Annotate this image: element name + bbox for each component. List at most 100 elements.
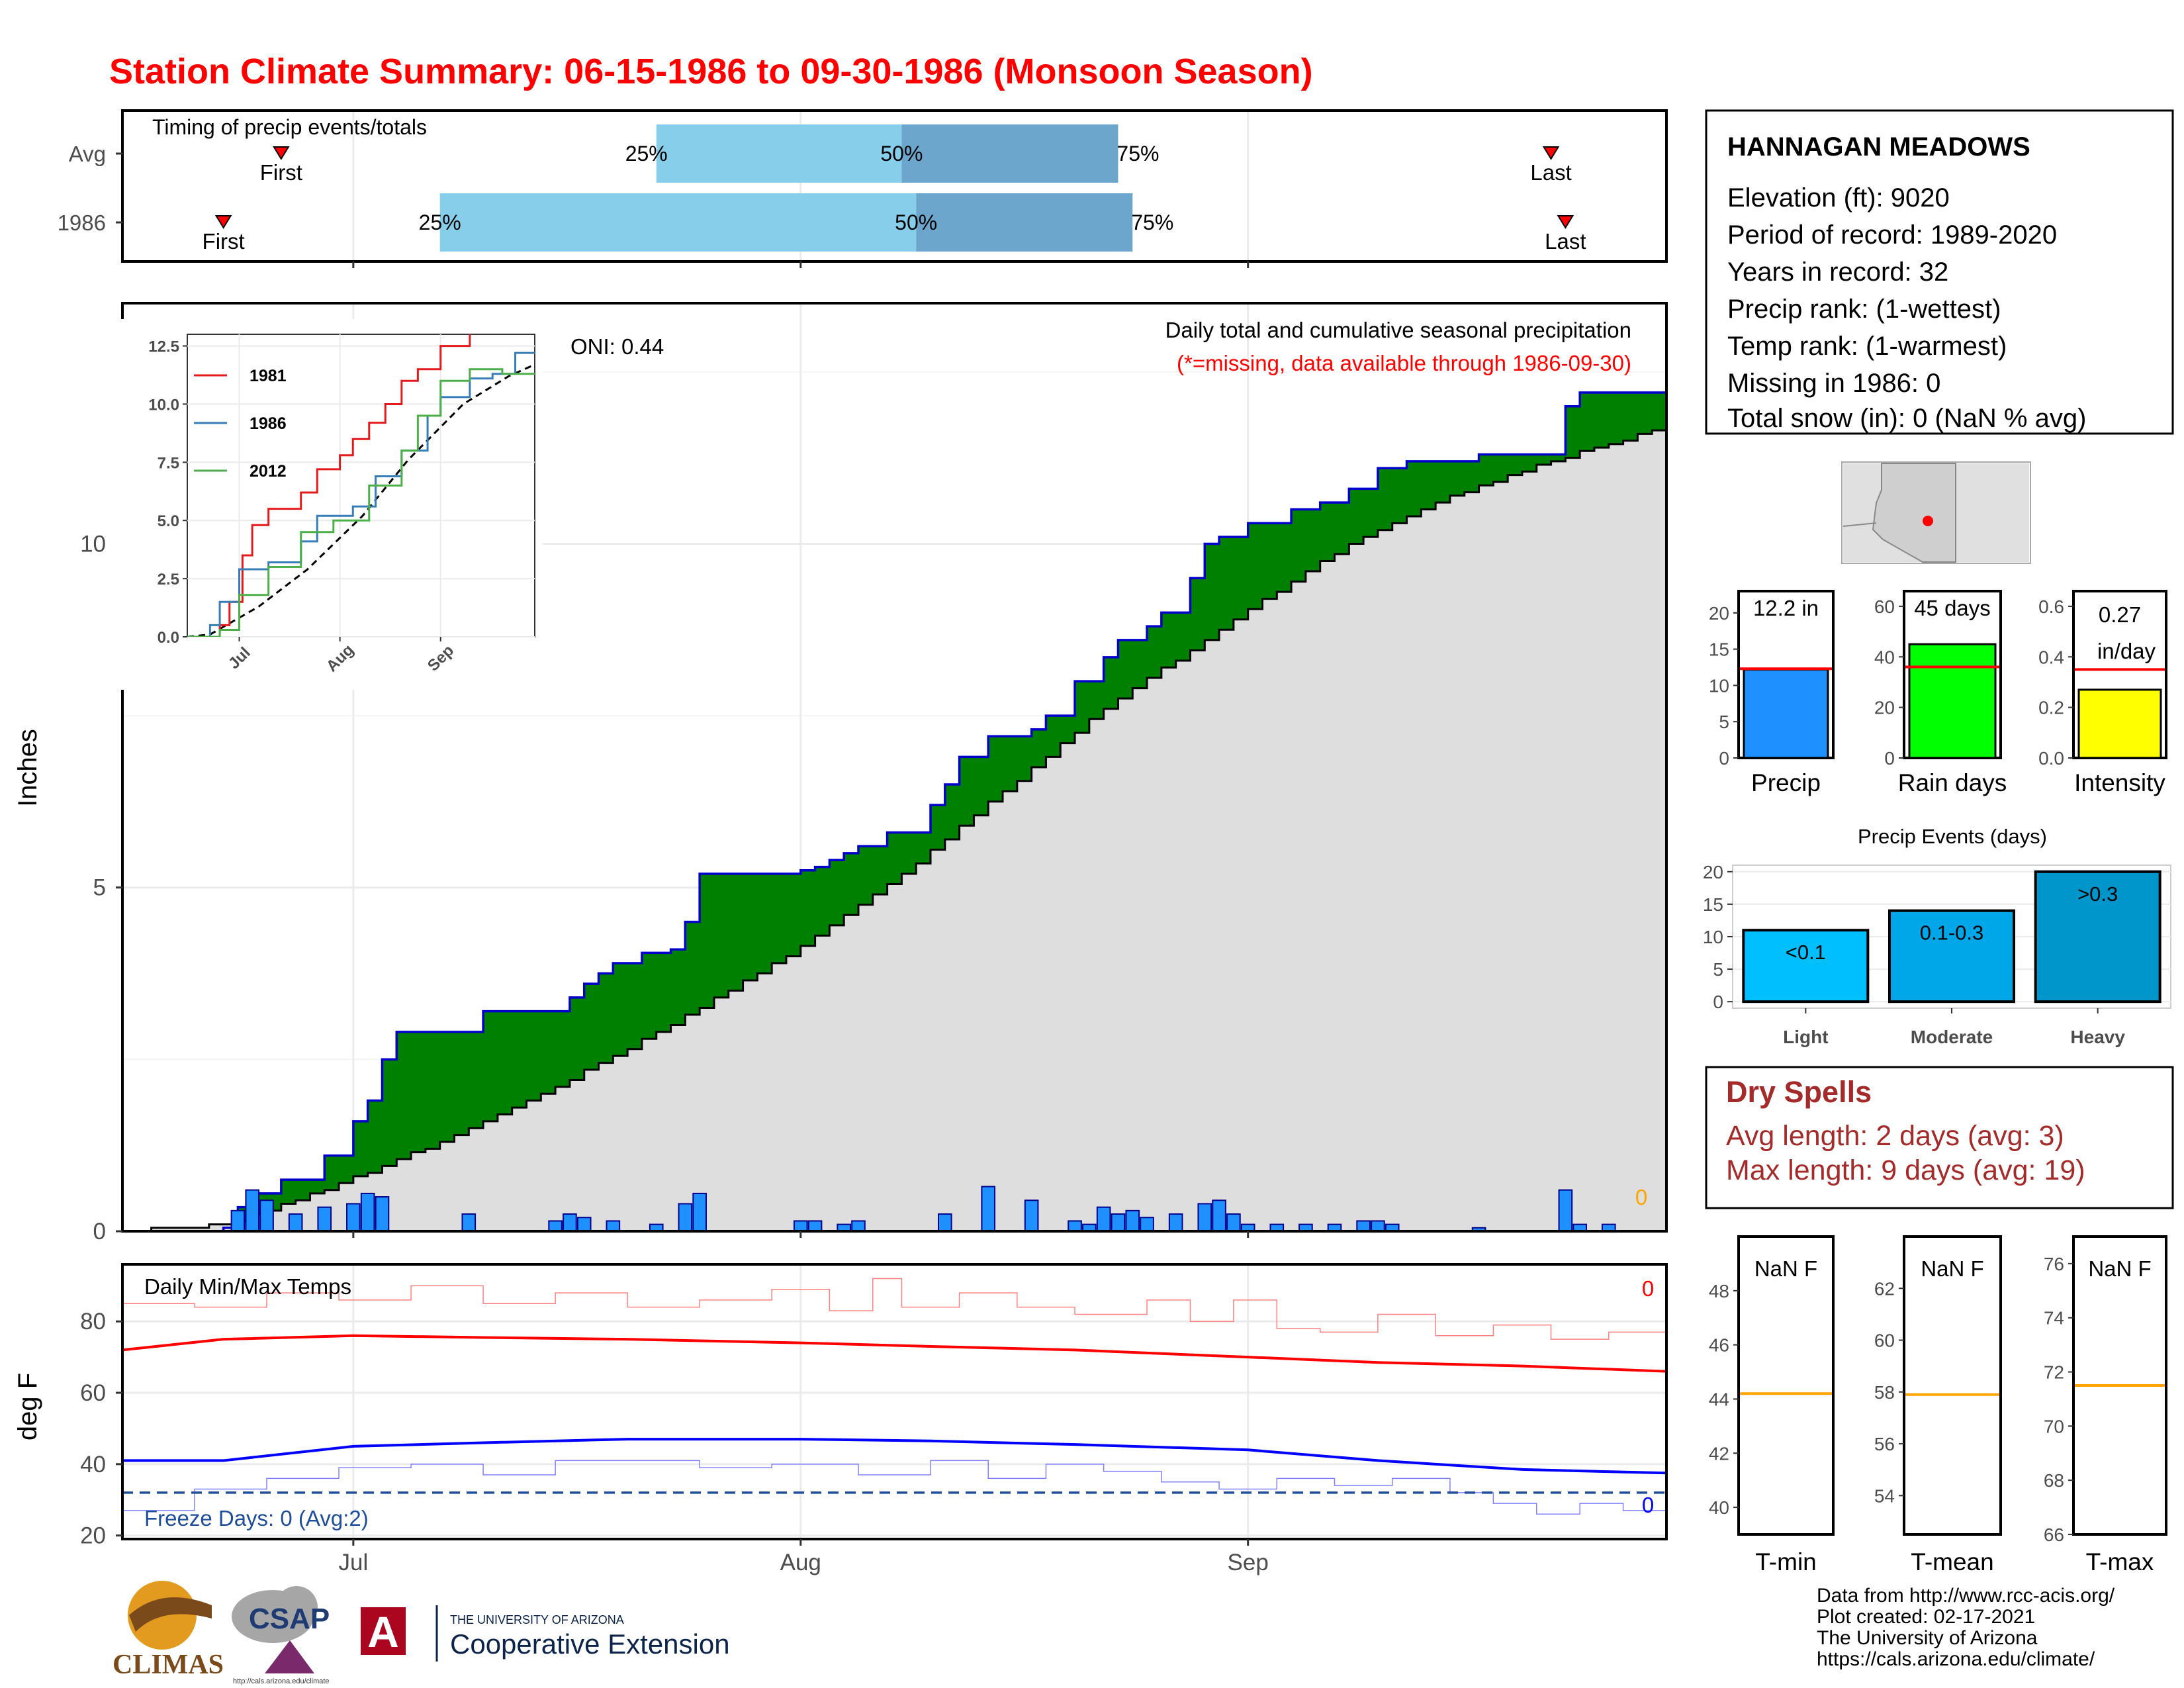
daily-precip-bar bbox=[288, 1213, 303, 1232]
daily-precip-bar bbox=[938, 1213, 952, 1232]
inset-y-tick-label: 12.5 bbox=[148, 338, 179, 356]
daily-precip-bar bbox=[1371, 1220, 1385, 1233]
inset-series-2012-line bbox=[187, 368, 535, 637]
climas-swoosh-icon bbox=[129, 1597, 212, 1632]
daily-precip-bar bbox=[461, 1213, 477, 1232]
above-normal-area bbox=[1262, 523, 1277, 599]
dry-spells-title: Dry Spells bbox=[1726, 1075, 1872, 1109]
season-2-bar bbox=[2077, 688, 2162, 759]
above-normal-area bbox=[1377, 468, 1393, 530]
season-1-value-label: 45 days bbox=[1914, 596, 1991, 620]
tnorm-y-tick-label: 76 bbox=[2044, 1254, 2064, 1274]
above-normal-area bbox=[439, 1031, 455, 1142]
precip-chart-title: Daily total and cumulative seasonal prec… bbox=[1165, 318, 1631, 342]
tnorm-y-tick-label: 58 bbox=[1874, 1382, 1895, 1403]
tmax-daily-line bbox=[122, 1278, 1667, 1340]
above-normal-area bbox=[339, 1155, 354, 1184]
station-line: Years in record: 32 bbox=[1727, 258, 1948, 287]
inset-legend-label: 2012 bbox=[250, 462, 287, 481]
above-normal-area bbox=[757, 873, 772, 974]
above-normal-area bbox=[1219, 537, 1234, 630]
daily-precip-bar bbox=[1226, 1213, 1241, 1232]
station-line: Missing in 1986: 0 bbox=[1727, 369, 1940, 398]
temp-panel-frame bbox=[122, 1264, 1666, 1539]
above-normal-area bbox=[1205, 543, 1220, 640]
above-normal-area bbox=[1305, 509, 1321, 572]
inset-series-1981-line bbox=[187, 334, 471, 637]
daily-precip-bar bbox=[375, 1196, 390, 1233]
events-x-tick-label: Light bbox=[1783, 1027, 1828, 1047]
above-normal-area bbox=[598, 973, 614, 1063]
above-normal-area bbox=[541, 1011, 556, 1094]
tnorm-0-frame bbox=[1737, 1235, 1835, 1536]
above-normal-area bbox=[1132, 639, 1148, 688]
above-normal-area bbox=[526, 1011, 541, 1101]
timing-p50-label: 50% bbox=[880, 142, 923, 165]
events-y-tick-label: 5 bbox=[1713, 959, 1723, 980]
dry-spells-max: Max length: 9 days (avg: 19) bbox=[1726, 1154, 2085, 1186]
above-normal-area bbox=[1493, 454, 1508, 483]
timing-bar-25-50 bbox=[439, 193, 917, 252]
season-y-tick-label: 20 bbox=[1874, 698, 1895, 718]
daily-precip-bar bbox=[606, 1220, 621, 1233]
timing-last-marker-label: Last bbox=[1530, 160, 1571, 185]
above-normal-area bbox=[858, 846, 874, 905]
temp-x-tick-label: Jul bbox=[338, 1550, 368, 1575]
above-normal-area bbox=[1449, 461, 1465, 496]
season-2-value-unit: in/day bbox=[2097, 639, 2156, 663]
events-bar-light bbox=[1742, 929, 1870, 1004]
events-y-tick-label: 10 bbox=[1703, 927, 1723, 947]
above-normal-area bbox=[1147, 626, 1162, 678]
daily-precip-bar bbox=[1024, 1199, 1039, 1233]
inset-y-tick-label: 5.0 bbox=[158, 512, 179, 530]
tnorm-y-tick-label: 46 bbox=[1709, 1335, 1729, 1356]
tmax-normal-line bbox=[122, 1334, 1667, 1373]
above-normal-area bbox=[728, 873, 744, 991]
above-normal-area bbox=[1464, 461, 1480, 492]
above-normal-area bbox=[1089, 681, 1105, 720]
above-normal-area bbox=[1161, 612, 1177, 668]
inset-plot-area bbox=[187, 334, 535, 637]
temp-y-tick-label: 80 bbox=[80, 1309, 106, 1335]
tnorm-1-frame bbox=[1903, 1235, 2002, 1536]
events-y-tick-label: 20 bbox=[1703, 862, 1723, 882]
above-normal-area bbox=[1580, 393, 1595, 451]
above-normal-area bbox=[1031, 729, 1047, 767]
tnorm-y-tick-label: 66 bbox=[2044, 1524, 2064, 1545]
tnorm-y-tick-label: 74 bbox=[2044, 1308, 2064, 1329]
normal-cumulative-area bbox=[122, 426, 1666, 1231]
inset-legend-label: 1986 bbox=[250, 414, 287, 433]
above-normal-area bbox=[1435, 461, 1451, 503]
temp-panel: Daily Min/Max Temps Freeze Days: 0 (Avg:… bbox=[13, 1263, 1668, 1575]
season-y-tick-label: 0 bbox=[1884, 748, 1895, 769]
temp-y-tick-label: 60 bbox=[80, 1380, 106, 1406]
above-normal-area bbox=[872, 846, 888, 895]
season-0-value-label: 12.2 in bbox=[1753, 596, 1819, 620]
above-normal-area bbox=[555, 1011, 570, 1087]
above-normal-area bbox=[685, 921, 700, 1015]
csap-logo: CSAP http://cals.arizona.edu/climate bbox=[232, 1586, 330, 1685]
season-y-tick-label: 20 bbox=[1709, 603, 1729, 624]
csap-url: http://cals.arizona.edu/climate bbox=[233, 1677, 330, 1685]
events-title: Precip Events (days) bbox=[1858, 825, 2047, 848]
credits: Data from http://www.rcc-acis.org/ Plot … bbox=[1817, 1585, 2115, 1670]
above-normal-area bbox=[1003, 736, 1018, 792]
season-0-bar bbox=[1743, 668, 1829, 759]
timing-first-marker-label: First bbox=[203, 229, 245, 254]
timing-p75-label: 75% bbox=[1131, 211, 1173, 234]
events-bar-moderate bbox=[1888, 909, 2015, 1004]
above-normal-area bbox=[512, 1011, 527, 1108]
timing-panel: Timing of precip events/totals Avg 25% 50%… bbox=[58, 109, 1668, 268]
above-normal-area bbox=[713, 873, 729, 998]
map-border bbox=[1843, 522, 1877, 527]
daily-precip-bar bbox=[548, 1220, 563, 1233]
ua-line2: Cooperative Extension bbox=[450, 1628, 730, 1660]
above-normal-area bbox=[1392, 468, 1408, 524]
station-location-dot bbox=[1923, 516, 1933, 526]
timing-first-marker bbox=[273, 146, 290, 160]
above-normal-area bbox=[1175, 612, 1191, 661]
tnorm-0-value-label: NaN F bbox=[1754, 1256, 1817, 1281]
timing-bar-50-75 bbox=[901, 124, 1118, 183]
csap-cloud-puff bbox=[275, 1586, 318, 1628]
